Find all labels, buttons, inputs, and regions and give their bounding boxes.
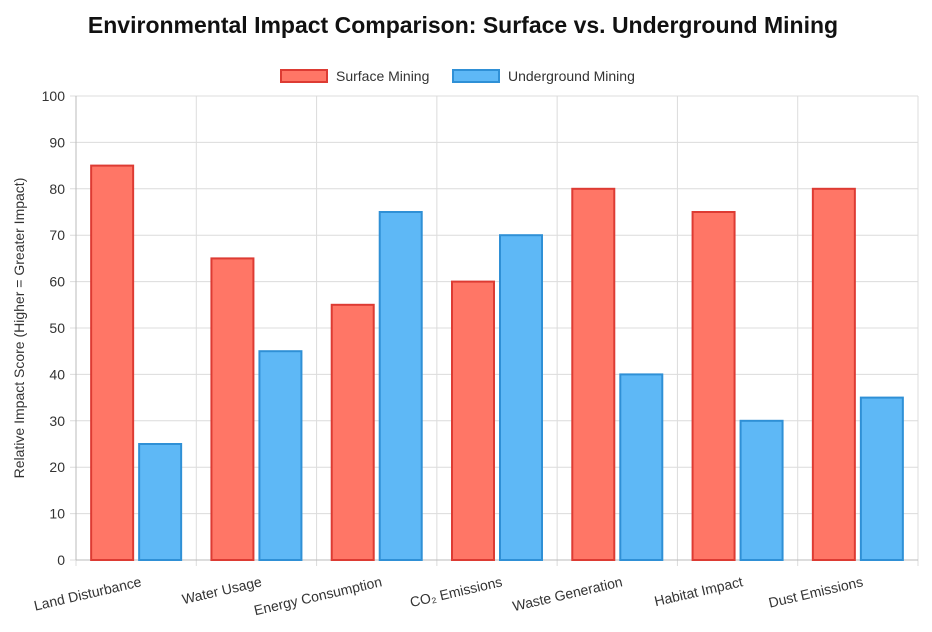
legend-swatch-surface-mining	[280, 69, 328, 83]
x-tick-label-habitat-impact: Habitat Impact	[653, 573, 745, 609]
x-tick-label-co-emissions: CO₂ Emissions	[408, 573, 503, 610]
x-tick-label-waste-generation: Waste Generation	[511, 573, 624, 614]
legend-label-underground-mining: Underground Mining	[508, 68, 635, 84]
y-tick-label: 0	[57, 552, 65, 568]
bar-surface-mining-land-disturbance	[90, 164, 135, 561]
bar-underground-mining-energy-consumption	[378, 211, 423, 561]
bar-underground-mining-habitat-impact	[739, 419, 784, 561]
bar-surface-mining-water-usage	[210, 257, 255, 561]
bar-surface-mining-waste-generation	[571, 187, 616, 562]
bar-surface-mining-co-emissions	[451, 280, 495, 561]
y-tick-label: 80	[49, 181, 65, 197]
bar-underground-mining-land-disturbance	[138, 443, 183, 561]
y-tick-label: 40	[49, 366, 65, 382]
x-tick-label-energy-consumption: Energy Consumption	[252, 573, 383, 618]
y-tick-label: 70	[49, 227, 65, 243]
legend-label-surface-mining: Surface Mining	[336, 68, 430, 84]
x-tick-label-land-disturbance: Land Disturbance	[32, 573, 143, 613]
legend: Surface Mining Underground Mining	[0, 66, 932, 86]
y-tick-label: 100	[42, 88, 66, 104]
legend-swatch-underground-mining	[452, 69, 500, 83]
y-tick-label: 20	[49, 459, 65, 475]
x-tick-label-dust-emissions: Dust Emissions	[767, 573, 865, 610]
bar-surface-mining-energy-consumption	[330, 303, 375, 561]
bar-underground-mining-co-emissions	[499, 234, 543, 561]
chart-title: Environmental Impact Comparison: Surface…	[87, 12, 839, 38]
y-axis-title: Relative Impact Score (Higher = Greater …	[11, 178, 27, 479]
y-tick-label: 50	[49, 320, 65, 336]
y-tick-label: 30	[49, 413, 65, 429]
y-tick-label: 10	[49, 506, 65, 522]
bar-underground-mining-water-usage	[258, 350, 303, 562]
bar-surface-mining-habitat-impact	[691, 211, 736, 561]
bar-underground-mining-waste-generation	[619, 373, 664, 561]
bar-surface-mining-dust-emissions	[811, 187, 856, 562]
y-tick-label: 60	[49, 274, 65, 290]
legend-item-surface-mining[interactable]: Surface Mining	[280, 66, 429, 86]
bar-underground-mining-dust-emissions	[859, 396, 904, 561]
x-tick-label-water-usage: Water Usage	[180, 573, 263, 607]
legend-item-underground-mining[interactable]: Underground Mining	[452, 66, 635, 86]
y-tick-label: 90	[49, 134, 65, 150]
